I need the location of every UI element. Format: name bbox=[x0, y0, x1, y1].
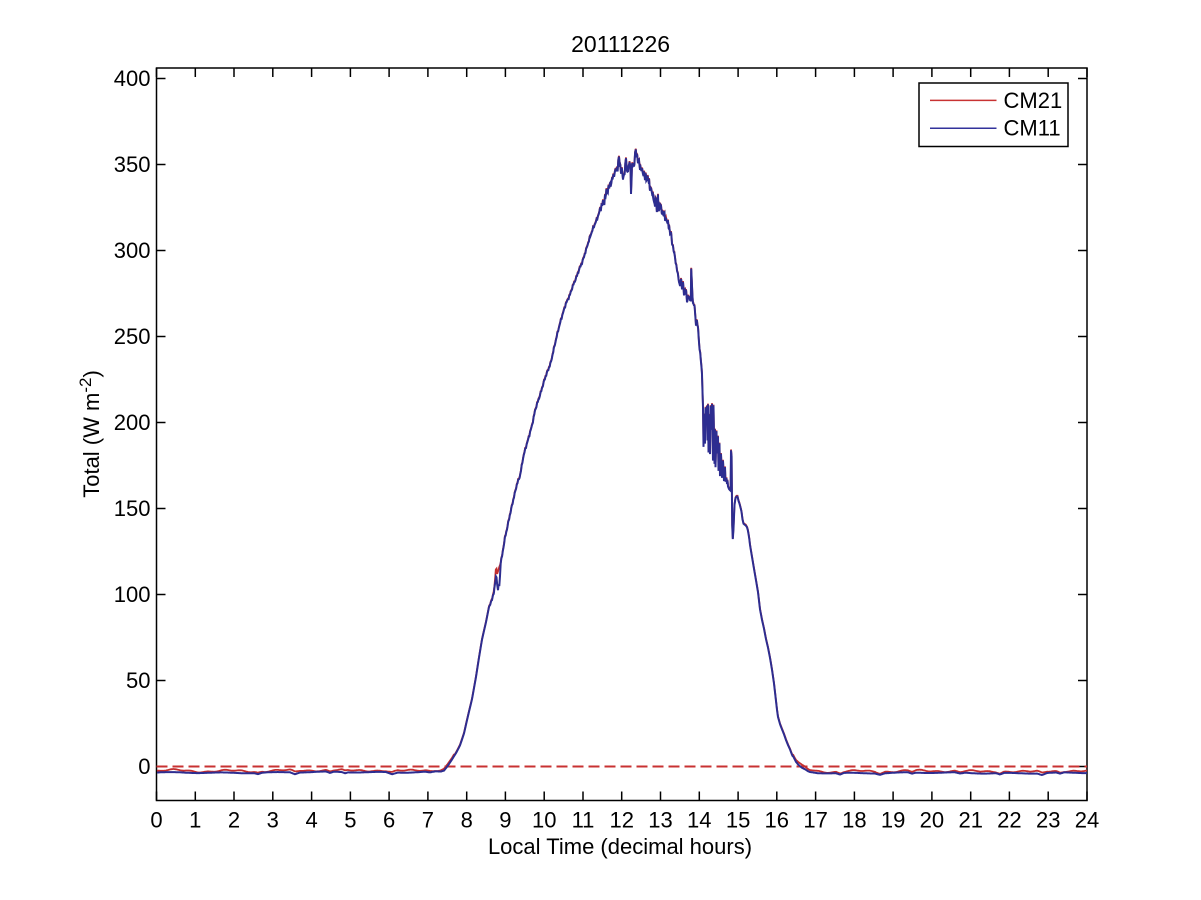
svg-text:24: 24 bbox=[1075, 808, 1099, 833]
svg-text:12: 12 bbox=[609, 808, 633, 833]
svg-text:23: 23 bbox=[1036, 808, 1060, 833]
svg-text:CM11: CM11 bbox=[1004, 116, 1061, 141]
svg-text:13: 13 bbox=[648, 808, 672, 833]
svg-text:16: 16 bbox=[765, 808, 789, 833]
svg-text:5: 5 bbox=[344, 808, 356, 833]
svg-text:17: 17 bbox=[803, 808, 827, 833]
svg-text:CM21: CM21 bbox=[1004, 88, 1063, 113]
svg-text:0: 0 bbox=[150, 808, 162, 833]
svg-text:350: 350 bbox=[114, 152, 151, 177]
svg-text:300: 300 bbox=[114, 238, 151, 263]
svg-text:400: 400 bbox=[114, 66, 151, 91]
svg-text:14: 14 bbox=[687, 808, 711, 833]
svg-text:1: 1 bbox=[189, 808, 201, 833]
svg-text:11: 11 bbox=[572, 808, 595, 833]
svg-text:22: 22 bbox=[997, 808, 1021, 833]
svg-text:6: 6 bbox=[383, 808, 395, 833]
svg-text:Local Time (decimal hours): Local Time (decimal hours) bbox=[488, 834, 752, 859]
svg-text:20111226: 20111226 bbox=[571, 31, 670, 57]
svg-text:10: 10 bbox=[532, 808, 556, 833]
svg-text:3: 3 bbox=[267, 808, 279, 833]
svg-text:250: 250 bbox=[114, 324, 151, 349]
svg-text:0: 0 bbox=[138, 754, 150, 779]
svg-text:4: 4 bbox=[305, 808, 317, 833]
svg-text:100: 100 bbox=[114, 582, 151, 607]
svg-text:7: 7 bbox=[422, 808, 434, 833]
svg-text:8: 8 bbox=[461, 808, 473, 833]
svg-text:20: 20 bbox=[920, 808, 944, 833]
svg-text:18: 18 bbox=[842, 808, 866, 833]
svg-text:9: 9 bbox=[499, 808, 511, 833]
svg-text:15: 15 bbox=[726, 808, 750, 833]
svg-text:50: 50 bbox=[126, 668, 150, 693]
svg-text:150: 150 bbox=[114, 496, 151, 521]
svg-text:21: 21 bbox=[958, 808, 982, 833]
svg-text:200: 200 bbox=[114, 410, 151, 435]
svg-text:2: 2 bbox=[228, 808, 240, 833]
svg-text:19: 19 bbox=[881, 808, 905, 833]
